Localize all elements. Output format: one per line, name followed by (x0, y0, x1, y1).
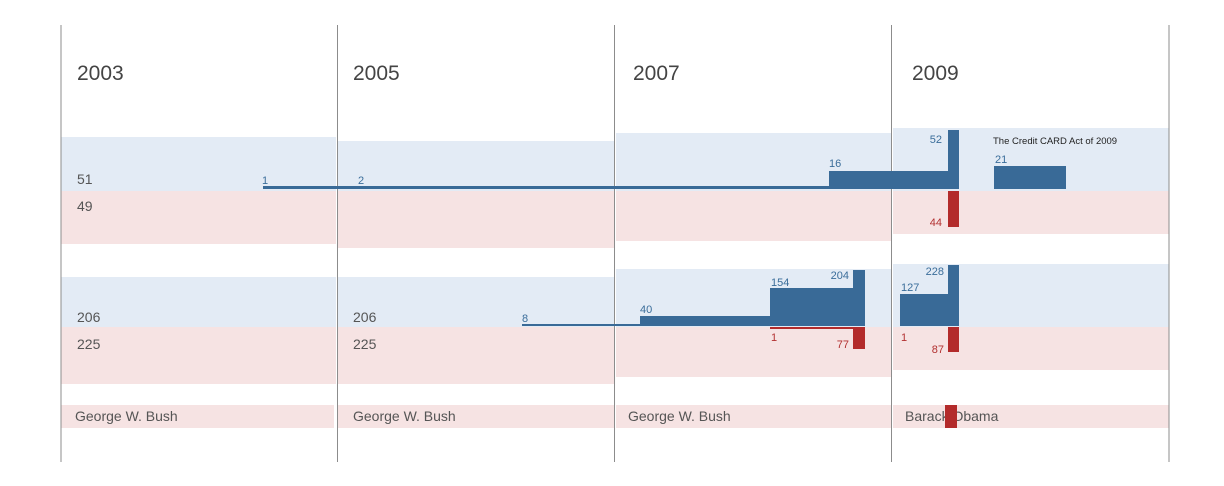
house-dem-seat-count: 206 (353, 309, 377, 325)
senate-dem-bar (948, 130, 959, 189)
house-dem-band (61, 277, 336, 327)
year-label: 2007 (633, 62, 680, 85)
senate-rep-band (61, 191, 336, 244)
senate-dem-seat-count: 51 (77, 171, 93, 187)
house-rep-band (61, 327, 336, 384)
president-band (893, 405, 1169, 428)
value-label: 1 (901, 332, 907, 344)
value-label: 44 (930, 217, 942, 229)
senate-dem-band (61, 137, 336, 191)
year-label: 2009 (912, 62, 959, 85)
house-rep-bar (770, 327, 853, 329)
senate-rep-band (893, 191, 1169, 234)
house-bars (522, 265, 959, 352)
value-label: 204 (831, 270, 849, 282)
president-band (338, 405, 614, 428)
president-band (616, 405, 892, 428)
value-label: 16 (829, 158, 841, 170)
value-label: 228 (926, 266, 944, 278)
annotation-label: The Credit CARD Act of 2009 (993, 136, 1117, 147)
value-label: 127 (901, 282, 919, 294)
value-label: 21 (995, 154, 1007, 166)
president-label: George W. Bush (628, 408, 731, 424)
house-rep-band (616, 327, 892, 377)
senate-rep-seat-count: 49 (77, 198, 93, 214)
house-rep-seat-count: 225 (77, 336, 101, 352)
senate-rep-bar (948, 191, 959, 227)
house-dem-bar (853, 270, 865, 326)
value-label: 2 (358, 175, 364, 187)
year-label: 2005 (353, 62, 400, 85)
president-label: George W. Bush (75, 408, 178, 424)
house-dem-bar (948, 265, 959, 326)
president-band (61, 405, 334, 428)
house-dem-seat-count: 206 (77, 309, 101, 325)
house-dem-bar (770, 288, 854, 326)
house-dem-bar (522, 324, 640, 326)
year-label: 2003 (77, 62, 124, 85)
value-labels: 1 2 16 52 44 21 8 40 154 204 1 77 127 22… (262, 134, 1007, 356)
house-dem-bar (900, 294, 948, 326)
president-label: George W. Bush (353, 408, 456, 424)
senate-dem-bar (263, 186, 949, 189)
senate-dem-band (338, 141, 614, 191)
house-rep-band (893, 327, 1169, 370)
house-rep-band (338, 327, 614, 384)
house-rep-bar (853, 327, 865, 349)
house-dem-band (338, 277, 614, 327)
senate-dem-bar (829, 171, 949, 189)
house-rep-seat-count: 225 (353, 336, 377, 352)
house-rep-bar (948, 327, 959, 352)
value-label: 40 (640, 304, 652, 316)
value-label: 77 (837, 339, 849, 351)
senate-rep-band (616, 191, 892, 241)
senate-bars (263, 130, 1066, 227)
value-label: 8 (522, 313, 528, 325)
value-label: 154 (771, 277, 789, 289)
value-label: 52 (930, 134, 942, 146)
value-label: 1 (771, 332, 777, 344)
house-dem-bar (640, 316, 771, 326)
senate-dem-bar (994, 166, 1066, 189)
value-label: 87 (932, 344, 944, 356)
signed-marker (945, 405, 957, 428)
senate-rep-band (338, 191, 614, 248)
congress-dividers (60, 25, 1170, 462)
value-label: 1 (262, 175, 268, 187)
